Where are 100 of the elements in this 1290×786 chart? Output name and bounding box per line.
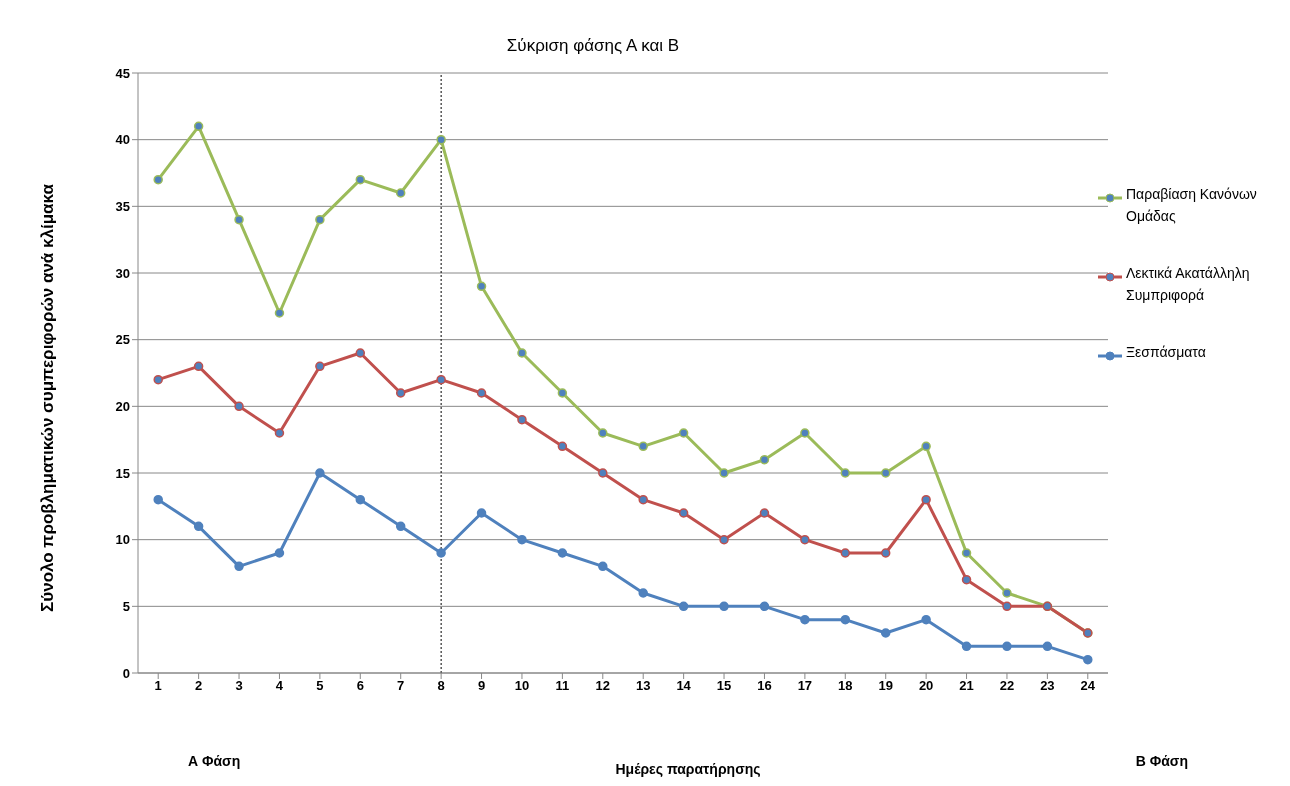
text: Α Φάση bbox=[188, 753, 241, 771]
point bbox=[921, 494, 931, 505]
x-tick-label: 4 bbox=[275, 678, 284, 694]
y-tick-label: 25 bbox=[115, 332, 130, 348]
point bbox=[880, 548, 891, 558]
x-tick-label: 21 bbox=[959, 678, 974, 694]
point bbox=[557, 388, 568, 398]
text: Β Φάση bbox=[1135, 753, 1188, 771]
y-axis-title: Σύνολο προβληματικών συμπεριφορών ανά κλίμακα bbox=[38, 184, 58, 612]
point bbox=[598, 468, 608, 478]
point bbox=[395, 521, 406, 532]
point bbox=[800, 428, 810, 438]
x-tick-label: 10 bbox=[514, 678, 530, 694]
point bbox=[315, 468, 325, 478]
point bbox=[1002, 601, 1012, 612]
y-tick-label: 10 bbox=[115, 532, 130, 548]
x-tick-label: 6 bbox=[356, 678, 364, 694]
point bbox=[436, 548, 446, 558]
point bbox=[193, 521, 204, 532]
point bbox=[234, 561, 244, 572]
point bbox=[436, 374, 446, 385]
point bbox=[678, 428, 689, 438]
point bbox=[476, 388, 487, 398]
point bbox=[800, 534, 810, 545]
point bbox=[1042, 641, 1053, 652]
point bbox=[153, 374, 163, 385]
legend-label: Λεκτικά Ακατάλληλη Συμπριφορά bbox=[1126, 264, 1251, 305]
point bbox=[476, 508, 487, 518]
x-tick-label: 18 bbox=[838, 678, 853, 694]
y-tick-label: 15 bbox=[115, 465, 130, 481]
point bbox=[961, 641, 972, 652]
point bbox=[1002, 641, 1012, 652]
point bbox=[598, 428, 608, 438]
point bbox=[880, 628, 891, 638]
point bbox=[557, 441, 568, 452]
point bbox=[638, 588, 648, 598]
x-axis-title: Ημέρες παρατήρησης bbox=[615, 761, 761, 777]
y-tick-label: 30 bbox=[115, 265, 130, 281]
y-tick-label: 20 bbox=[115, 398, 130, 414]
x-tick-label: 24 bbox=[1080, 678, 1096, 694]
legend-label: Ξεσπάσματα bbox=[1126, 343, 1206, 362]
point bbox=[719, 468, 729, 478]
x-tick-label: 7 bbox=[397, 678, 405, 694]
point bbox=[355, 174, 366, 185]
point bbox=[274, 308, 285, 318]
y-tick-label: 0 bbox=[122, 665, 130, 681]
point bbox=[1002, 588, 1012, 598]
point bbox=[234, 214, 244, 225]
x-tick-label: 9 bbox=[477, 678, 486, 694]
point bbox=[395, 188, 406, 198]
point bbox=[678, 508, 689, 518]
point bbox=[517, 348, 527, 358]
x-tick-label: 15 bbox=[716, 678, 732, 694]
x-tick-label: 17 bbox=[797, 678, 813, 694]
point bbox=[476, 281, 487, 292]
point bbox=[234, 401, 244, 412]
point bbox=[719, 534, 729, 545]
legend-label: Παραβίαση Κανόνων Ομάδας bbox=[1126, 185, 1258, 226]
point bbox=[759, 601, 770, 612]
point bbox=[840, 548, 851, 558]
point bbox=[961, 548, 972, 558]
point bbox=[800, 614, 810, 625]
point bbox=[517, 534, 527, 545]
point bbox=[880, 468, 891, 478]
point bbox=[517, 414, 527, 425]
point bbox=[678, 601, 689, 612]
x-tick-label: 20 bbox=[918, 678, 934, 694]
point bbox=[759, 508, 770, 518]
point bbox=[436, 134, 446, 145]
point bbox=[759, 454, 770, 465]
x-tick-label: 16 bbox=[757, 678, 772, 694]
point bbox=[355, 348, 366, 358]
point bbox=[274, 428, 285, 438]
y-tick-label: 5 bbox=[122, 598, 130, 614]
x-tick-label: 22 bbox=[999, 678, 1015, 694]
x-tick-label: 19 bbox=[878, 678, 893, 694]
point bbox=[638, 441, 648, 452]
point bbox=[921, 441, 931, 452]
x-tick-label: 8 bbox=[437, 678, 445, 694]
point bbox=[355, 494, 366, 505]
point bbox=[193, 121, 204, 132]
point bbox=[598, 561, 608, 572]
point bbox=[638, 494, 648, 505]
x-tick-label: 23 bbox=[1040, 678, 1055, 694]
point bbox=[315, 214, 325, 225]
x-tick-label: 14 bbox=[676, 678, 692, 694]
point bbox=[315, 361, 325, 372]
point bbox=[1083, 654, 1093, 665]
x-tick-label: 11 bbox=[555, 678, 570, 694]
y-tick-label: 40 bbox=[115, 132, 130, 148]
point bbox=[921, 614, 931, 625]
point bbox=[719, 601, 729, 612]
point bbox=[274, 548, 285, 558]
x-tick-label: 5 bbox=[316, 678, 324, 694]
y-tick-label: 45 bbox=[115, 65, 130, 81]
x-tick-label: 1 bbox=[154, 678, 162, 694]
x-tick-label: 3 bbox=[235, 678, 243, 694]
x-tick-label: 13 bbox=[635, 678, 651, 694]
point bbox=[395, 388, 406, 398]
point bbox=[840, 614, 851, 625]
